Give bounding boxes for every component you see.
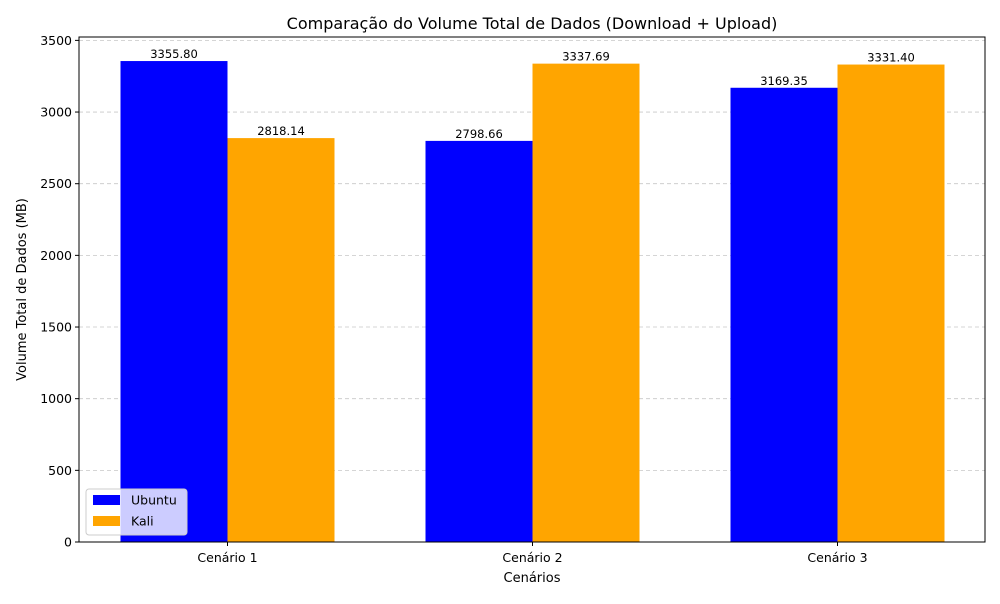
legend-label-ubuntu: Ubuntu <box>131 493 177 508</box>
bar-value-label: 3355.80 <box>150 47 198 61</box>
legend-swatch-kali <box>93 516 120 526</box>
x-axis: Cenário 1 Cenário 2 Cenário 3 <box>197 542 868 565</box>
bar-ubuntu-1 <box>120 61 228 543</box>
bar-kali-3 <box>837 64 945 543</box>
bar-value-label: 3169.35 <box>760 74 808 88</box>
bar-value-label: 2818.14 <box>257 124 305 138</box>
y-axis: 0 500 1000 1500 2000 2500 3000 3500 <box>40 33 79 550</box>
x-tick-label: Cenário 3 <box>807 550 867 565</box>
bar-value-labels: 3355.80 2798.66 3169.35 2818.14 3337.69 3331.… <box>150 47 915 141</box>
legend-label-kali: Kali <box>131 514 154 529</box>
x-axis-label: Cenários <box>504 571 561 586</box>
x-tick-label: Cenário 2 <box>502 550 562 565</box>
bar-value-label: 2798.66 <box>455 127 503 141</box>
y-tick-label: 3000 <box>40 105 72 120</box>
y-tick-label: 1500 <box>40 320 72 335</box>
bar-ubuntu-2 <box>425 140 533 542</box>
bar-value-label: 3337.69 <box>562 50 610 64</box>
y-tick-label: 2000 <box>40 248 72 263</box>
legend-swatch-ubuntu <box>93 495 120 505</box>
y-tick-label: 500 <box>48 463 72 478</box>
chart-title: Comparação do Volume Total de Dados (Dow… <box>287 14 778 33</box>
bars <box>120 61 945 543</box>
bar-value-label: 3331.40 <box>867 51 915 65</box>
y-tick-label: 2500 <box>40 176 72 191</box>
y-tick-label: 1000 <box>40 391 72 406</box>
legend: Ubuntu Kali <box>85 488 188 536</box>
y-tick-label: 0 <box>64 535 72 550</box>
y-tick-label: 3500 <box>40 33 72 48</box>
y-axis-label: Volume Total de Dados (MB) <box>15 198 30 381</box>
bar-ubuntu-3 <box>730 87 838 542</box>
bar-kali-1 <box>227 138 335 542</box>
x-tick-label: Cenário 1 <box>197 550 257 565</box>
bar-kali-2 <box>532 63 640 543</box>
